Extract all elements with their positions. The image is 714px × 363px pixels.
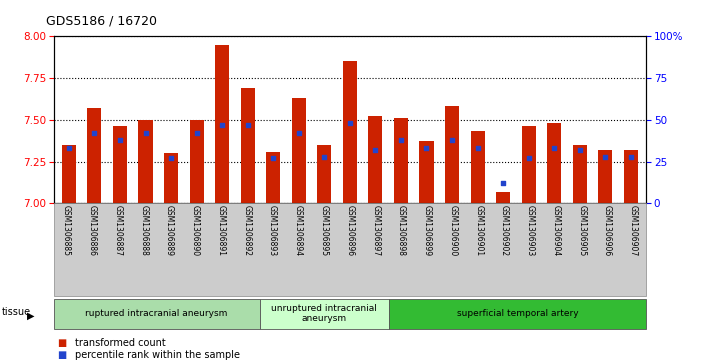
Point [396,137,407,143]
Text: GSM1306893: GSM1306893 [268,205,277,256]
Point [421,145,432,151]
Text: GSM1306902: GSM1306902 [500,205,509,256]
Bar [394,118,408,203]
Text: GSM1306901: GSM1306901 [474,205,483,256]
Bar [164,153,178,203]
Bar [445,106,459,203]
Point [523,155,534,161]
Point [293,130,304,136]
Point [216,122,228,128]
Text: GSM1306888: GSM1306888 [139,205,149,256]
Bar [139,120,153,203]
Text: GSM1306899: GSM1306899 [423,205,432,256]
Point [114,137,126,143]
Text: GSM1306886: GSM1306886 [88,205,96,256]
Text: GSM1306892: GSM1306892 [242,205,251,256]
Bar [215,45,229,203]
Point [344,120,356,126]
Text: GSM1306905: GSM1306905 [577,205,586,256]
Text: GSM1306898: GSM1306898 [397,205,406,256]
Bar [190,120,203,203]
Text: tissue: tissue [2,307,31,317]
Text: ruptured intracranial aneurysm: ruptured intracranial aneurysm [86,309,228,318]
Point [242,122,253,128]
Text: GSM1306887: GSM1306887 [114,205,123,256]
Point [498,180,509,186]
Text: GSM1306890: GSM1306890 [191,205,200,256]
Text: ■: ■ [57,338,66,348]
Bar [368,117,383,203]
Text: percentile rank within the sample: percentile rank within the sample [75,350,240,360]
Bar [573,145,587,203]
Text: ▶: ▶ [27,311,35,321]
Bar [496,192,510,203]
Text: GDS5186 / 16720: GDS5186 / 16720 [46,15,157,28]
Bar [241,88,255,203]
Bar [522,126,536,203]
Text: GSM1306896: GSM1306896 [346,205,354,256]
Point [600,154,611,159]
Text: GSM1306891: GSM1306891 [216,205,226,256]
Bar [471,131,485,203]
Point [166,155,177,161]
Point [370,147,381,153]
Text: GSM1306904: GSM1306904 [551,205,560,256]
Point [625,154,637,159]
Bar [624,150,638,203]
Point [574,147,585,153]
Bar [343,61,357,203]
Point [191,130,202,136]
Point [446,137,458,143]
Text: superficial temporal artery: superficial temporal artery [456,309,578,318]
Bar [62,145,76,203]
Bar [598,150,613,203]
Bar [87,108,101,203]
Point [89,130,100,136]
Text: GSM1306895: GSM1306895 [320,205,328,256]
Text: GSM1306906: GSM1306906 [603,205,612,256]
Text: GSM1306900: GSM1306900 [448,205,458,256]
Point [472,145,483,151]
Point [63,145,74,151]
Point [318,154,330,159]
Point [548,145,560,151]
Text: unruptured intracranial
aneurysm: unruptured intracranial aneurysm [271,304,377,323]
Bar [547,123,561,203]
Text: GSM1306885: GSM1306885 [62,205,71,256]
Text: transformed count: transformed count [75,338,166,348]
Text: ■: ■ [57,350,66,360]
Bar [266,151,281,203]
Bar [317,145,331,203]
Bar [113,126,127,203]
Text: GSM1306889: GSM1306889 [165,205,174,256]
Text: GSM1306907: GSM1306907 [629,205,638,256]
Point [140,130,151,136]
Point [268,155,279,161]
Bar [292,98,306,203]
Text: GSM1306897: GSM1306897 [371,205,380,256]
Text: GSM1306903: GSM1306903 [526,205,535,256]
Bar [419,142,433,203]
Text: GSM1306894: GSM1306894 [294,205,303,256]
